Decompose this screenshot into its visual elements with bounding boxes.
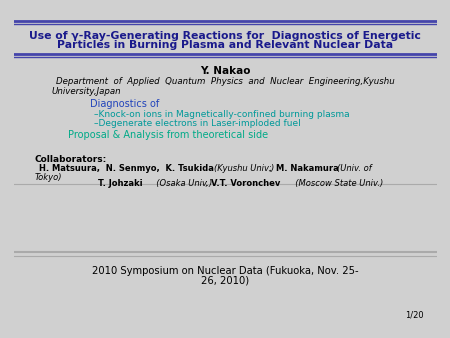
Text: University,Japan: University,Japan (52, 87, 121, 96)
Text: Collaborators:: Collaborators: (35, 155, 107, 164)
Text: Particles in Burning Plasma and Relevant Nuclear Data: Particles in Burning Plasma and Relevant… (57, 40, 393, 50)
Text: ;: ; (269, 164, 274, 173)
Text: H. Matsuura,  N. Senmyo,  K. Tsukida: H. Matsuura, N. Senmyo, K. Tsukida (39, 164, 214, 173)
Text: –Knock-on ions in Magnetically-confined burning plasma: –Knock-on ions in Magnetically-confined … (94, 110, 350, 119)
Text: Use of γ-Ray-Generating Reactions for  Diagnostics of Energetic: Use of γ-Ray-Generating Reactions for Di… (29, 30, 421, 41)
Text: Tokyo): Tokyo) (35, 173, 62, 182)
Text: (Univ. of: (Univ. of (337, 164, 371, 173)
Text: T. Johzaki: T. Johzaki (98, 179, 143, 188)
Text: Y. Nakao: Y. Nakao (200, 66, 250, 75)
Text: Diagnostics of: Diagnostics of (90, 99, 159, 109)
Text: (Kyushu Univ.): (Kyushu Univ.) (214, 164, 274, 173)
Text: Proposal & Analysis from theoretical side: Proposal & Analysis from theoretical sid… (68, 130, 269, 140)
Text: 26, 2010): 26, 2010) (201, 276, 249, 286)
Text: V.T. Voronchev: V.T. Voronchev (212, 179, 281, 188)
Text: –Degenerate electrons in Laser-imploded fuel: –Degenerate electrons in Laser-imploded … (94, 119, 301, 128)
Text: M. Nakamura: M. Nakamura (276, 164, 338, 173)
Text: (Osaka Univ.): (Osaka Univ.) (151, 179, 212, 188)
Text: (Moscow State Univ.): (Moscow State Univ.) (290, 179, 383, 188)
Text: 1/20: 1/20 (405, 311, 424, 320)
Text: Department  of  Applied  Quantum  Physics  and  Nuclear  Engineering,Kyushu: Department of Applied Quantum Physics an… (56, 77, 394, 86)
Text: ;: ; (205, 179, 207, 188)
Text: 2010 Symposium on Nuclear Data (Fukuoka, Nov. 25-: 2010 Symposium on Nuclear Data (Fukuoka,… (92, 266, 358, 276)
